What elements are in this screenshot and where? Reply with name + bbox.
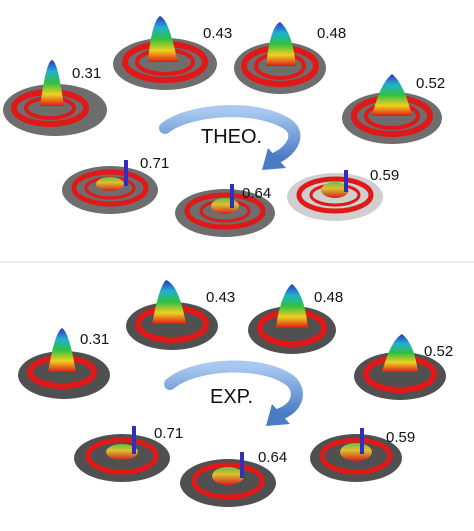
pattern-0.43: 0.43 (113, 16, 232, 90)
value-label: 0.52 (424, 343, 453, 360)
value-label: 0.59 (370, 167, 399, 184)
value-label: 0.48 (317, 25, 346, 42)
panel-title-theo: THEO. (201, 126, 262, 148)
pattern-0.64: 0.64 (175, 184, 275, 237)
pattern-0.31: 0.31 (3, 60, 107, 136)
value-label: 0.31 (72, 65, 101, 82)
pattern-0.64: 0.64 (180, 449, 287, 507)
value-label: 0.71 (140, 155, 169, 172)
pattern-0.52: 0.52 (354, 334, 453, 400)
panel-theo: THEO. 0.31 0.43 0.48 (3, 16, 445, 237)
pattern-0.71: 0.71 (74, 425, 183, 482)
value-label: 0.64 (258, 449, 287, 466)
value-label: 0.31 (80, 331, 109, 348)
value-label: 0.59 (386, 429, 415, 446)
value-label: 0.64 (242, 185, 271, 202)
pattern-0.71: 0.71 (62, 155, 169, 214)
panel-title-exp: EXP. (210, 386, 253, 408)
pattern-0.48: 0.48 (248, 284, 343, 354)
pattern-0.52: 0.52 (342, 74, 445, 144)
value-label: 0.43 (203, 25, 232, 42)
value-label: 0.43 (206, 289, 235, 306)
pattern-0.59: 0.59 (287, 167, 399, 221)
cycle-arrow-icon (159, 105, 301, 170)
value-label: 0.71 (154, 425, 183, 442)
panel-exp: EXP. 0.31 0.43 0.48 0.52 (18, 280, 453, 507)
cycle-arrow-icon (164, 360, 303, 426)
pattern-0.31: 0.31 (18, 328, 110, 399)
pattern-0.43: 0.43 (126, 280, 235, 350)
pattern-0.48: 0.48 (234, 22, 346, 94)
value-label: 0.52 (416, 75, 445, 92)
pattern-0.59: 0.59 (310, 428, 415, 482)
value-label: 0.48 (314, 289, 343, 306)
